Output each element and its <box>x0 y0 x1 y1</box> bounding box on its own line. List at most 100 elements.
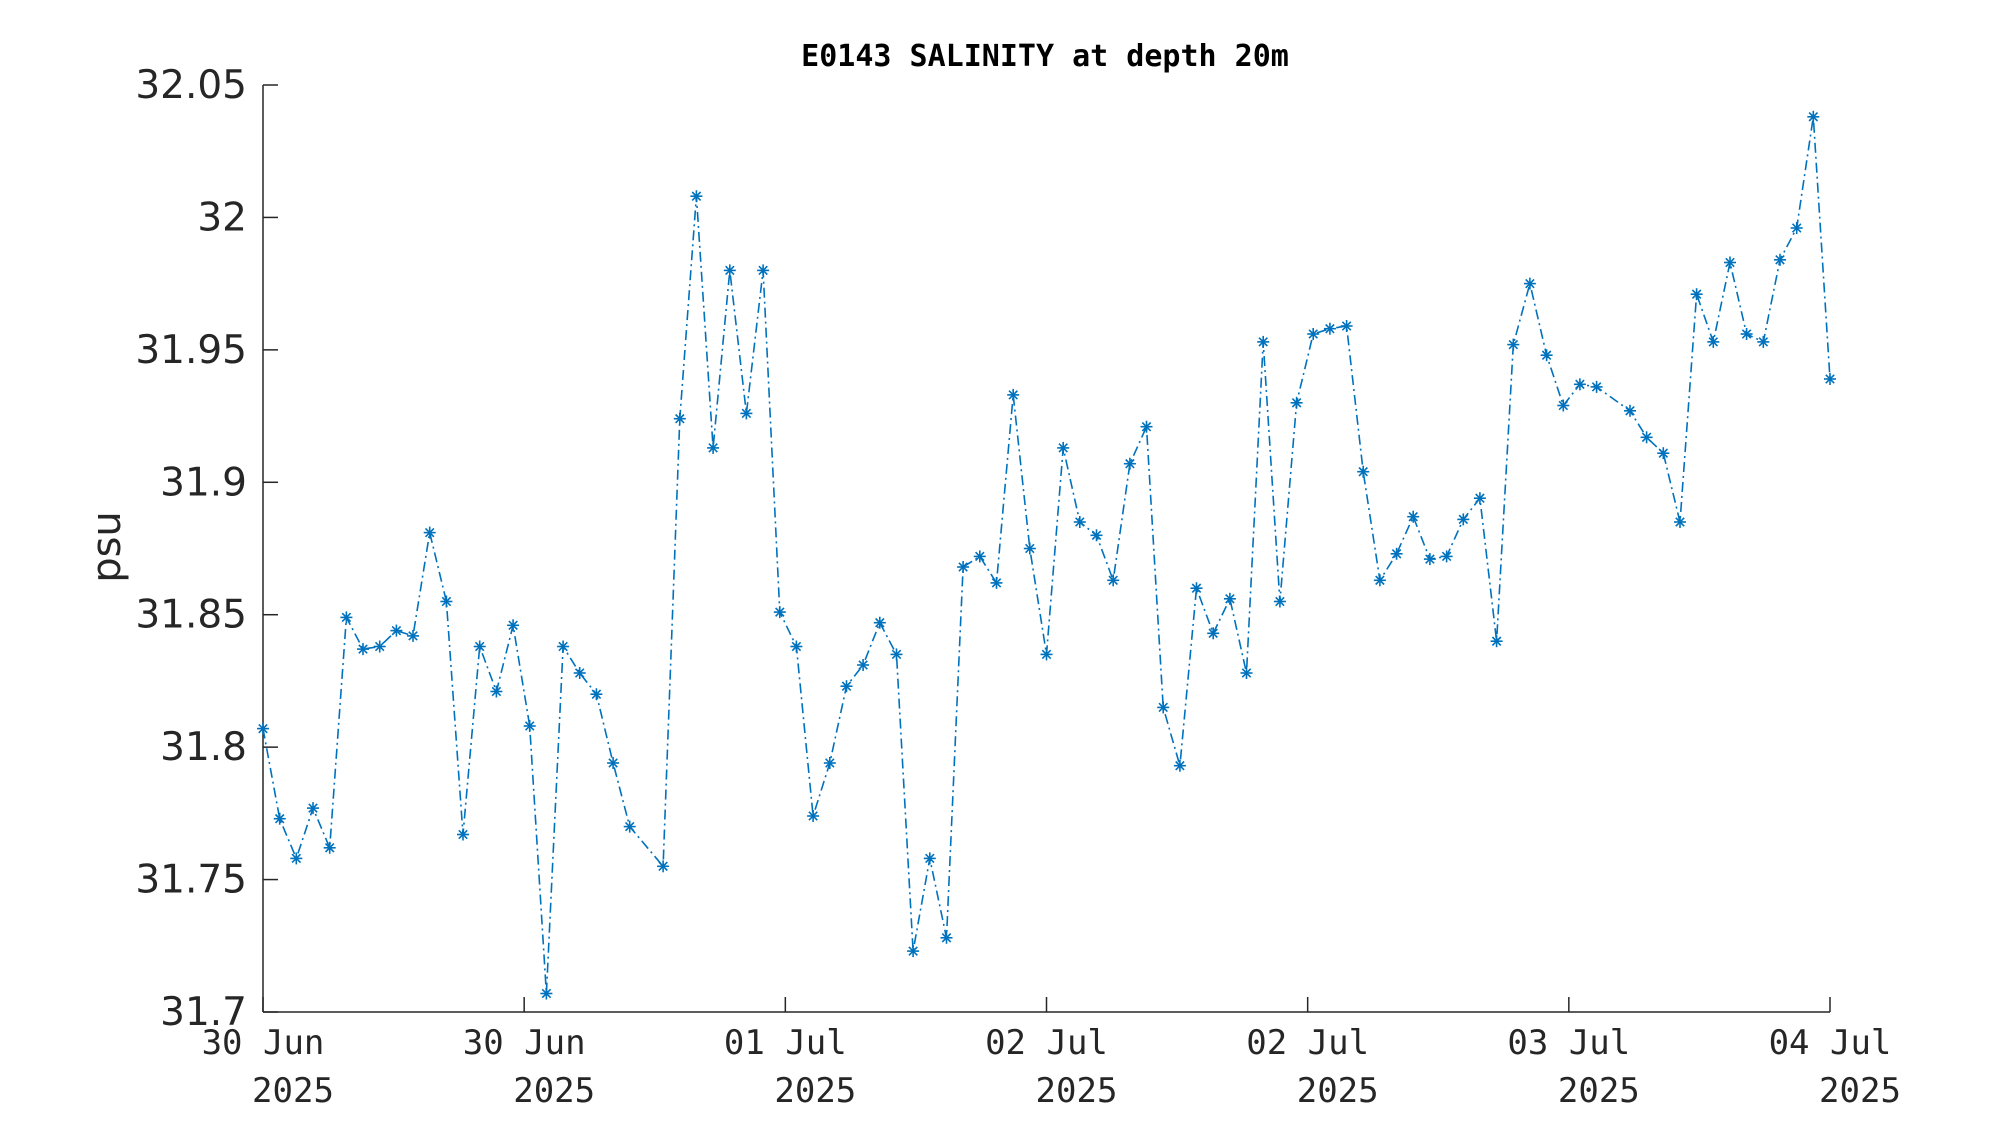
data-point <box>1690 288 1703 301</box>
data-point <box>1473 492 1486 505</box>
data-point <box>1807 110 1820 123</box>
data-point <box>1257 335 1270 348</box>
y-tick-label: 32.05 <box>135 63 247 108</box>
data-point <box>657 860 670 873</box>
data-point <box>307 802 319 815</box>
data-point <box>923 852 936 865</box>
data-point <box>1824 373 1836 385</box>
data-point <box>357 643 369 656</box>
x-tick-label-year: 2025 <box>513 1071 595 1111</box>
data-point <box>1307 328 1320 340</box>
data-series <box>257 110 1836 1000</box>
data-point <box>1323 322 1336 335</box>
data-point <box>1357 465 1370 478</box>
x-tick-label-year: 2025 <box>1297 1071 1379 1111</box>
data-point <box>373 640 386 653</box>
data-point <box>1507 338 1520 351</box>
data-point <box>390 624 403 637</box>
data-point <box>907 945 920 958</box>
x-tick-label-date: 04 Jul <box>1769 1023 1892 1063</box>
data-point <box>1490 635 1503 648</box>
y-tick-label: 31.85 <box>135 593 247 638</box>
x-tick-label-year: 2025 <box>1819 1071 1901 1111</box>
data-point <box>1023 542 1036 555</box>
x-tick-label-date: 02 Jul <box>985 1023 1108 1063</box>
data-point <box>323 841 336 854</box>
data-point <box>990 576 1003 589</box>
data-point <box>1573 378 1586 391</box>
y-tick-label: 32 <box>197 195 247 240</box>
x-tick-label-date: 30 Jun <box>463 1023 586 1063</box>
data-point <box>1290 396 1303 409</box>
data-point <box>773 606 786 619</box>
data-point <box>1640 431 1653 444</box>
data-point <box>740 407 753 420</box>
data-point <box>1540 349 1553 362</box>
data-point <box>1340 320 1353 332</box>
data-point <box>723 264 736 277</box>
series-line <box>262 116 1831 994</box>
data-point <box>757 264 770 277</box>
y-tick-label: 31.75 <box>135 858 247 903</box>
data-point <box>1123 457 1136 470</box>
data-point <box>823 757 836 769</box>
data-point <box>1390 547 1403 560</box>
data-point <box>1457 513 1470 526</box>
x-tick-label-date: 30 Jun <box>202 1023 325 1063</box>
data-point <box>873 616 886 629</box>
axes <box>262 85 1830 1013</box>
data-point <box>1073 516 1086 528</box>
x-tick-label-year: 2025 <box>1036 1071 1118 1111</box>
y-tick-label: 31.8 <box>160 725 247 770</box>
data-point <box>1774 253 1786 266</box>
data-point <box>423 526 436 539</box>
data-point <box>1140 420 1153 433</box>
data-point <box>1007 388 1020 401</box>
data-point <box>1423 553 1436 566</box>
data-point <box>1223 592 1236 605</box>
x-tick-label-date: 02 Jul <box>1246 1023 1369 1063</box>
data-point <box>1757 335 1770 348</box>
data-point <box>440 595 453 608</box>
data-point <box>1674 516 1686 528</box>
data-point <box>840 680 853 693</box>
data-point <box>1173 759 1186 772</box>
x-tick-label-date: 01 Jul <box>724 1023 847 1063</box>
y-tick-label: 31.7 <box>160 990 247 1035</box>
data-point <box>490 685 503 698</box>
data-point <box>1090 529 1103 542</box>
data-point <box>1440 550 1453 563</box>
x-tick-label-year: 2025 <box>774 1071 856 1111</box>
data-point <box>557 640 570 653</box>
x-tick-label-date: 03 Jul <box>1507 1023 1630 1063</box>
data-point <box>1624 404 1636 417</box>
x-ticks: 30 Jun 2025 30 Jun 2025 01 Jul 2025 02 Jul 2025… <box>202 997 1901 1111</box>
data-point <box>1523 277 1536 290</box>
data-point <box>407 629 419 642</box>
data-point <box>957 561 970 573</box>
y-axis-label: psu <box>84 511 130 583</box>
data-point <box>973 550 986 563</box>
data-point <box>340 611 353 624</box>
data-point <box>1557 399 1570 412</box>
y-tick-label: 31.95 <box>135 328 247 373</box>
data-point <box>690 190 703 203</box>
data-point <box>1707 335 1720 348</box>
data-point <box>1157 701 1170 714</box>
data-point <box>1790 222 1803 234</box>
data-point <box>273 812 286 825</box>
data-point <box>540 987 553 1000</box>
data-point <box>1407 510 1420 523</box>
data-point <box>1107 574 1120 587</box>
data-point <box>673 412 686 425</box>
y-tick-label: 31.9 <box>160 460 247 505</box>
data-point <box>940 931 953 944</box>
data-point <box>623 820 636 833</box>
data-point <box>857 659 870 671</box>
y-ticks: 31.7 31.75 31.8 31.85 31.9 31.95 32 32.05 <box>135 63 278 1035</box>
data-point <box>890 648 903 661</box>
data-point <box>1040 648 1053 661</box>
data-point <box>523 720 536 732</box>
data-point <box>790 640 803 653</box>
